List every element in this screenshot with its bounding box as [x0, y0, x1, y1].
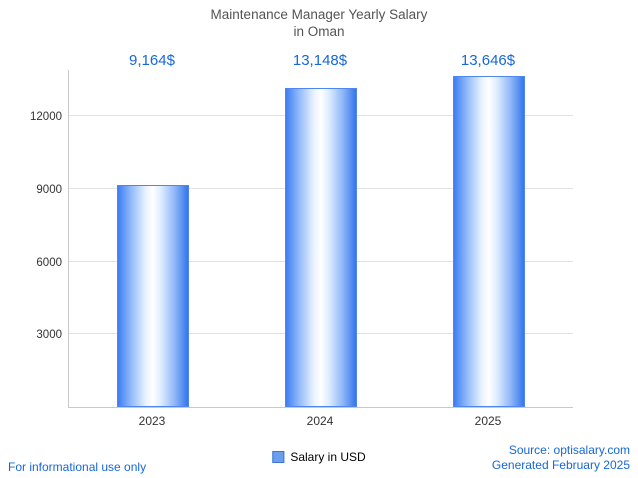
bar-column: [69, 70, 237, 407]
bar-column: [237, 70, 405, 407]
bar-value-label: 13,148$: [292, 52, 348, 69]
bars-row: [69, 70, 573, 407]
legend-label: Salary in USD: [290, 450, 366, 464]
footer-source: Source: optisalary.com Generated Februar…: [492, 443, 630, 474]
x-tick-label: 2023: [138, 414, 166, 428]
generated-date: Generated February 2025: [491, 458, 630, 473]
bar-column: [405, 70, 573, 407]
chart-title-line2: in Oman: [293, 23, 345, 39]
bar-value-label: 9,164$: [129, 52, 175, 69]
value-labels-row: 9,164$ 13,148$ 13,646$: [68, 52, 572, 72]
bar-2025: [453, 76, 525, 407]
disclaimer-text: For informational use only: [8, 460, 147, 474]
x-tick-label: 2025: [474, 414, 502, 428]
y-tick-label: 12000: [30, 111, 62, 124]
x-axis-labels: 2023 2024 2025: [68, 414, 572, 428]
plot-area: [68, 70, 573, 408]
legend-swatch-icon: [272, 451, 285, 463]
y-tick-label: 3000: [36, 329, 62, 342]
bar-2023: [117, 185, 189, 407]
legend: Salary in USD: [272, 450, 366, 464]
bar-2024: [285, 88, 357, 407]
y-tick-label: 6000: [36, 256, 62, 269]
bar-value-label: 13,646$: [460, 52, 516, 69]
chart-title: Maintenance Manager Yearly Salary in Oma…: [0, 7, 638, 41]
chart-title-line1: Maintenance Manager Yearly Salary: [210, 7, 428, 22]
y-axis-labels: 3000 6000 9000 12000: [0, 70, 62, 407]
source-link[interactable]: Source: optisalary.com: [508, 442, 630, 457]
x-tick-label: 2024: [306, 414, 334, 428]
y-tick-label: 9000: [36, 183, 62, 196]
